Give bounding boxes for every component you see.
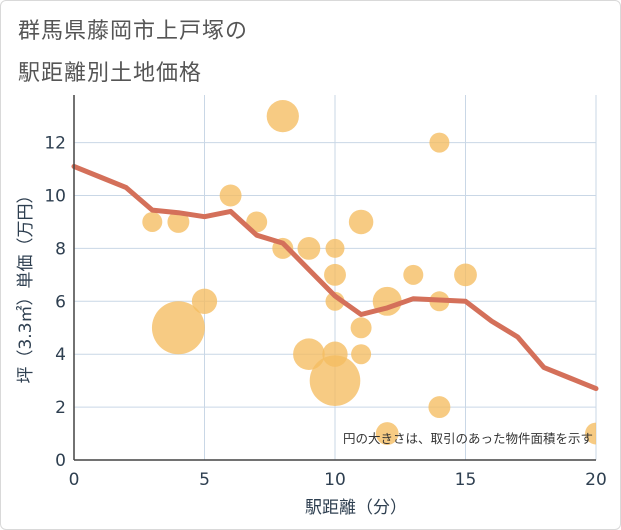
scatter-point bbox=[348, 209, 374, 235]
y-tick-label: 8 bbox=[55, 239, 66, 259]
y-tick-label: 4 bbox=[55, 345, 66, 365]
scatter-point bbox=[350, 317, 372, 339]
size-note: 円の大きさは、取引のあった物件面積を示す bbox=[343, 431, 593, 446]
bubble-layer bbox=[142, 100, 596, 445]
y-axis-label: 坪（3.3㎡）単価（万円） bbox=[16, 186, 36, 383]
chart-title-line-2: 駅距離別土地価格 bbox=[18, 61, 203, 86]
scatter-point bbox=[167, 211, 190, 233]
scatter-point bbox=[293, 338, 325, 371]
scatter-point bbox=[309, 355, 361, 406]
x-tick-label: 10 bbox=[324, 470, 346, 490]
x-axis-label: 駅距離（分） bbox=[305, 498, 407, 518]
scatter-point bbox=[454, 263, 477, 287]
x-tick-label: 5 bbox=[199, 470, 210, 490]
y-tick-label: 6 bbox=[55, 292, 66, 312]
y-tick-label: 12 bbox=[44, 134, 66, 154]
trend-line bbox=[71, 163, 599, 392]
x-tick-label: 15 bbox=[455, 470, 477, 490]
scatter-point bbox=[351, 344, 372, 365]
scatter-point bbox=[403, 264, 424, 285]
y-tick-label: 0 bbox=[55, 451, 66, 471]
scatter-point bbox=[585, 422, 596, 445]
y-tick-labels: 0 2 4 6 8 10 12 bbox=[44, 134, 66, 471]
scatter-point bbox=[325, 238, 345, 258]
x-tick-label: 20 bbox=[585, 470, 607, 490]
scatter-point bbox=[266, 100, 299, 133]
scatter-point bbox=[428, 396, 451, 419]
x-tick-label: 0 bbox=[69, 470, 80, 490]
scatter-point bbox=[429, 132, 450, 153]
chart-title-line-1: 群馬県藤岡市上戸塚の bbox=[18, 19, 249, 44]
y-tick-label: 10 bbox=[44, 187, 66, 207]
x-tick-labels: 0 5 10 15 20 bbox=[69, 470, 607, 490]
scatter-point bbox=[324, 263, 346, 286]
scatter-point bbox=[151, 301, 205, 355]
y-tick-label: 2 bbox=[55, 398, 66, 418]
scatter-point bbox=[142, 211, 163, 232]
scatter-point bbox=[219, 184, 242, 207]
scatter-point bbox=[191, 288, 218, 314]
scatter-point bbox=[375, 422, 399, 445]
scatter-point bbox=[297, 237, 321, 260]
